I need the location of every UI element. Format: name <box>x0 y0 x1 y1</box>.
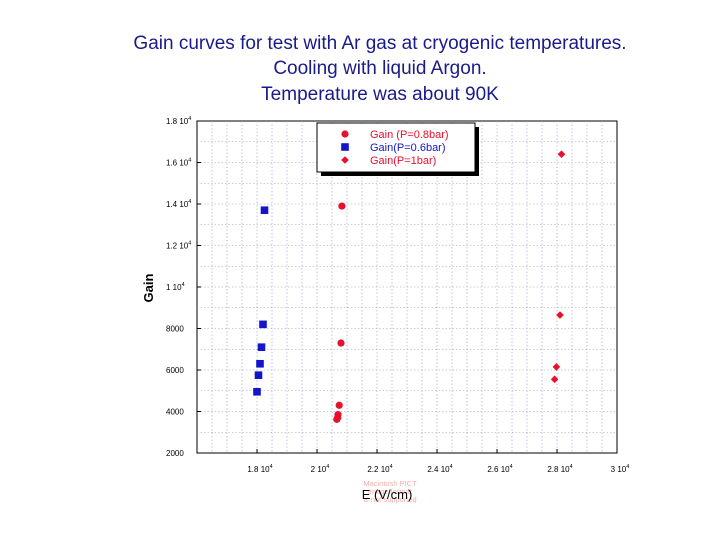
legend-label: Gain(P=0.6bar) <box>370 142 446 154</box>
data-point-diamond <box>552 363 561 371</box>
y-tick-label: 6000 <box>166 366 184 375</box>
data-point-square <box>257 343 266 351</box>
data-point-square <box>259 320 267 329</box>
x-tick-label: 2 104 <box>311 464 330 474</box>
y-tick-label: 4000 <box>166 408 184 417</box>
chart-title-line-3: Temperature was about 90K <box>261 84 499 105</box>
legend-marker-diamond <box>341 156 349 164</box>
watermark-line: is not supported <box>363 495 416 504</box>
y-tick-label: 8000 <box>166 325 184 334</box>
legend-label: Gain (P=0.8bar) <box>370 129 449 141</box>
data-point-square <box>256 359 264 368</box>
data-point-square <box>260 206 269 215</box>
legend-label: Gain(P=1bar) <box>370 155 436 167</box>
y-axis-ticks: 1.8 104 1.6 104 1.4 104 1.2 104 1 104 8000 600… <box>166 116 201 458</box>
data-points <box>253 150 566 423</box>
data-point-circle <box>333 415 341 423</box>
y-axis-title: Gain <box>141 273 156 302</box>
y-tick-label: 1.4 104 <box>166 199 191 209</box>
y-tick-label: 2000 <box>166 449 184 458</box>
data-point-diamond <box>557 150 566 158</box>
data-point-circle <box>335 401 343 409</box>
x-tick-label: 2.8 104 <box>547 464 572 474</box>
x-axis-ticks: 1.8 104 2 104 2.2 104 2.4 104 2.6 104 2.8 104… <box>247 449 629 474</box>
data-point-diamond <box>556 311 564 319</box>
data-point-circle <box>337 339 345 347</box>
watermark-line: Macintosh PICT <box>363 479 417 488</box>
y-tick-label: 1.2 104 <box>166 241 191 251</box>
y-tick-label: 1.8 104 <box>166 116 191 126</box>
x-tick-label: 2.4 104 <box>427 464 452 474</box>
legend-marker-circle <box>341 130 349 138</box>
x-tick-label: 2.2 104 <box>367 464 392 474</box>
x-axis-title: E (V/cm) <box>362 487 413 502</box>
chart-title-line-1: Gain curves for test with Ar gas at cryo… <box>133 33 627 54</box>
data-point-square <box>253 387 261 396</box>
data-point-circle <box>338 202 346 210</box>
x-tick-label: 2.6 104 <box>487 464 512 474</box>
y-tick-label: 1 104 <box>166 282 185 292</box>
watermark-line: image format <box>368 487 413 496</box>
data-point-square <box>254 371 263 379</box>
x-tick-label: 1.8 104 <box>247 464 272 474</box>
data-point-diamond <box>550 375 559 384</box>
x-tick-label: 3 104 <box>611 464 630 474</box>
legend-marker-square <box>341 143 349 151</box>
legend: Gain (P=0.8bar)Gain(P=0.6bar)Gain(P=1bar… <box>316 122 479 176</box>
y-tick-label: 1.6 104 <box>166 158 191 168</box>
chart-title-line-2: Cooling with liquid Argon. <box>273 58 487 79</box>
